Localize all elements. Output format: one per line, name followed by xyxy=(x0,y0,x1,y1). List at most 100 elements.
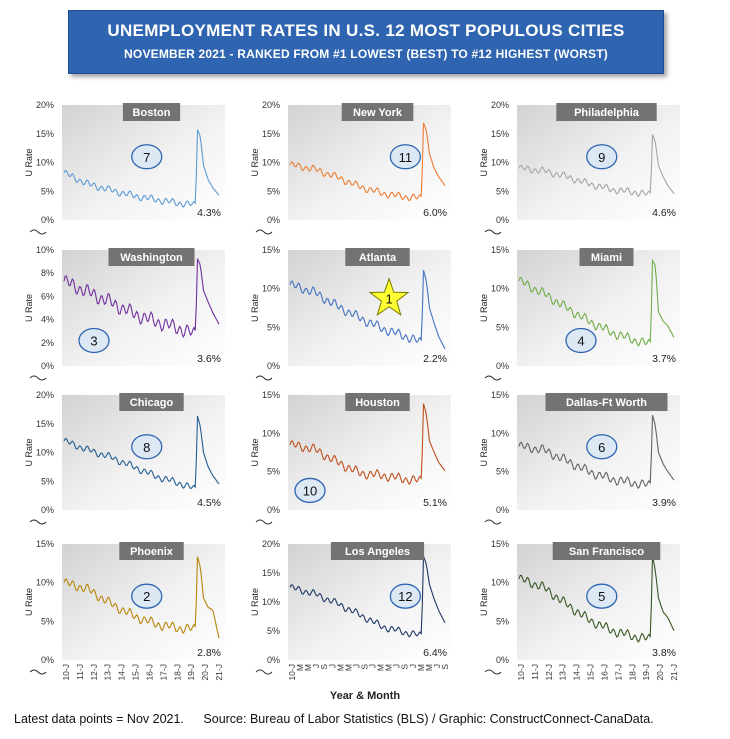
y-axis-title: U Rate xyxy=(479,148,489,176)
x-tick-label: M xyxy=(303,664,313,671)
series-line-miami xyxy=(518,258,675,347)
plot-area xyxy=(288,105,451,220)
y-axis-title: U Rate xyxy=(250,588,260,616)
rank-number: 8 xyxy=(143,440,150,455)
rank-badge xyxy=(78,327,110,354)
footer: Latest data points = Nov 2021. Source: B… xyxy=(14,712,670,726)
last-value-label: 2.2% xyxy=(423,353,447,365)
axis-break-mark xyxy=(29,669,47,675)
last-value-label: 4.5% xyxy=(197,497,221,509)
rank-badge xyxy=(389,583,422,609)
y-axis-title: U Rate xyxy=(250,294,260,322)
y-tick-label: 15% xyxy=(491,245,509,255)
axis-break-mark xyxy=(255,669,273,675)
y-tick-label: 5% xyxy=(41,186,54,196)
y-tick-label: 0% xyxy=(496,505,509,515)
panel-san-francisco: 0% 5% 10% 15% U Rate San Francisco 5 3.8% 10-J 11… xyxy=(479,539,680,681)
x-tick-label: 18-J xyxy=(627,664,637,681)
y-tick-label: 0% xyxy=(267,655,280,665)
y-axis-title: U Rate xyxy=(24,294,34,322)
x-tick-label: 10-J xyxy=(61,664,71,681)
panel-atlanta: 0% 5% 10% 15% U Rate Atlanta 1 2.2% xyxy=(250,245,451,381)
rank-badge xyxy=(131,144,163,170)
plot-area xyxy=(288,250,451,366)
y-tick-label: 10% xyxy=(491,158,509,168)
x-tick-label: J xyxy=(351,664,361,668)
x-tick-label: J xyxy=(368,664,378,668)
axis-break-mark xyxy=(255,519,273,525)
city-label: San Francisco xyxy=(569,546,644,558)
x-tick-label: 10-J xyxy=(287,664,297,681)
y-tick-label: 15% xyxy=(262,129,280,139)
x-tick-label: M xyxy=(343,664,353,671)
x-tick-label: 15-J xyxy=(586,664,596,681)
y-tick-label: 0% xyxy=(496,215,509,225)
x-tick-label: J xyxy=(432,664,442,668)
city-label-box xyxy=(552,542,661,560)
y-tick-label: 5% xyxy=(496,616,509,626)
x-tick-label: 19-J xyxy=(641,664,651,681)
axis-break-mark xyxy=(484,669,502,675)
y-tick-label: 0% xyxy=(496,361,509,371)
y-tick-label: 20% xyxy=(36,100,54,110)
y-tick-label: 10% xyxy=(36,578,54,588)
last-value-label: 4.6% xyxy=(652,207,676,219)
x-tick-label: S xyxy=(359,664,369,670)
y-tick-label: 5% xyxy=(41,616,54,626)
plot-area xyxy=(288,544,451,660)
city-label: Chicago xyxy=(130,397,174,409)
city-label-box xyxy=(579,248,634,266)
city-label-box xyxy=(545,393,668,411)
x-tick-label: 17-J xyxy=(158,664,168,681)
y-axis-title: U Rate xyxy=(250,148,260,176)
series-line-chicago xyxy=(63,415,220,490)
y-tick-label: 5% xyxy=(496,186,509,196)
y-tick-label: 10% xyxy=(36,158,54,168)
y-tick-label: 10% xyxy=(491,284,509,294)
last-value-label: 5.1% xyxy=(423,497,447,509)
series-line-atlanta xyxy=(289,270,446,350)
title-banner: UNEMPLOYMENT RATES IN U.S. 12 MOST POPUL… xyxy=(68,10,664,74)
x-tick-label: 13-J xyxy=(558,664,568,681)
x-tick-label: 10-J xyxy=(516,664,526,681)
y-tick-label: 10% xyxy=(36,245,54,255)
last-value-label: 6.4% xyxy=(423,647,447,659)
y-axis-title: U Rate xyxy=(24,438,34,466)
x-tick-label: 21-J xyxy=(214,664,224,681)
y-tick-label: 2% xyxy=(41,338,54,348)
city-label-box xyxy=(122,103,181,121)
y-tick-label: 20% xyxy=(262,100,280,110)
panel-miami: 0% 5% 10% 15% U Rate Miami 4 3.7% xyxy=(479,245,680,381)
y-tick-label: 20% xyxy=(491,100,509,110)
y-tick-label: 5% xyxy=(496,322,509,332)
series-line-dallas-ft-worth xyxy=(518,414,675,490)
y-tick-label: 0% xyxy=(267,361,280,371)
axis-break-mark xyxy=(29,519,47,525)
rank-star-icon xyxy=(368,277,410,317)
last-value-label: 3.8% xyxy=(652,647,676,659)
y-tick-label: 5% xyxy=(267,322,280,332)
x-tick-label: 13-J xyxy=(103,664,113,681)
x-tick-label: 11-J xyxy=(75,664,85,680)
chart-subtitle: NOVEMBER 2021 - RANKED FROM #1 LOWEST (B… xyxy=(124,47,608,61)
y-tick-label: 20% xyxy=(262,539,280,549)
city-label-box xyxy=(341,103,414,121)
city-label: Atlanta xyxy=(359,252,397,264)
series-line-washington xyxy=(63,258,220,339)
axis-break-mark xyxy=(255,229,273,235)
x-tick-label: J xyxy=(392,664,402,668)
y-axis-title: U Rate xyxy=(24,588,34,616)
city-label-box xyxy=(119,542,184,560)
x-tick-label: M xyxy=(384,664,394,671)
panel-philadelphia: 0% 5% 10% 15% 20% U Rate Philadelphia 9 4.6% xyxy=(479,100,680,235)
x-tick-label: S xyxy=(400,664,410,670)
rank-badge xyxy=(131,583,163,609)
rank-badge xyxy=(294,477,326,504)
panel-los-angeles: 0% 5% 10% 15% 20% U Rate Los Angeles 12 6.4% 10-J… xyxy=(250,539,451,681)
y-tick-label: 8% xyxy=(41,268,54,278)
rank-badge xyxy=(131,434,163,460)
rank-number: 7 xyxy=(143,150,150,165)
last-value-label: 2.8% xyxy=(197,647,221,659)
rank-number: 1 xyxy=(385,292,392,307)
x-tick-label: M xyxy=(335,664,345,671)
